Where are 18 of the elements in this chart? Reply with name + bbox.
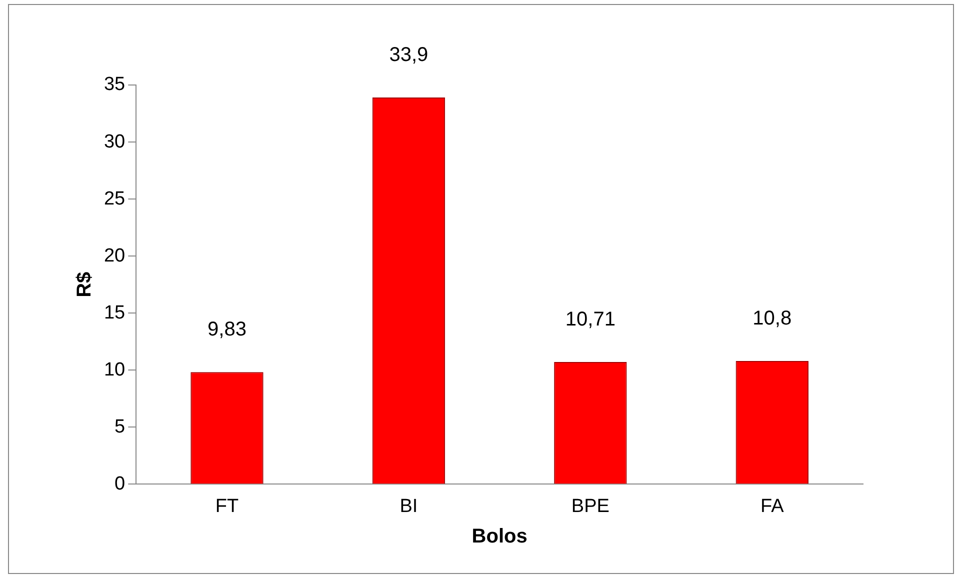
y-tick-label: 10 — [104, 359, 126, 380]
y-tick-label: 30 — [104, 131, 126, 152]
y-tick-label: 5 — [114, 416, 126, 438]
x-axis-title: Bolos — [472, 526, 528, 548]
y-tick-label: 35 — [104, 74, 126, 96]
y-tick-label: 0 — [114, 473, 126, 494]
y-axis-title: R$ — [74, 272, 96, 298]
data-label: 10,8 — [752, 308, 792, 330]
data-label: 9,83 — [208, 318, 246, 341]
x-tick-label: FA — [760, 496, 784, 517]
x-tick-label: FT — [215, 496, 239, 517]
y-tick-label: 25 — [104, 188, 126, 210]
data-label: 10,71 — [565, 308, 616, 331]
y-tick-label: 15 — [104, 302, 126, 324]
y-tick-label: 20 — [104, 245, 126, 266]
data-label: 33,9 — [389, 44, 428, 66]
x-tick-label: BI — [400, 496, 418, 517]
x-tick-label: BPE — [571, 496, 610, 517]
